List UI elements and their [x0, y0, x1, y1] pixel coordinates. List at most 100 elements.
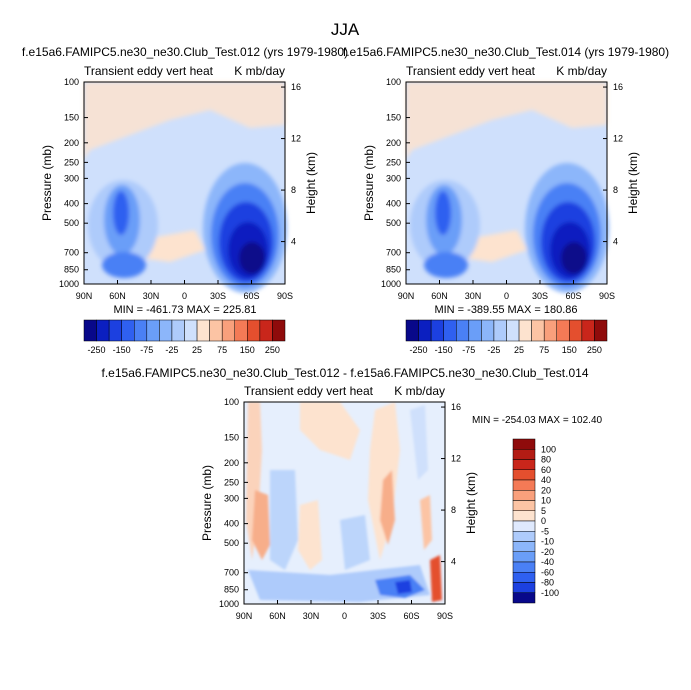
colorbar-label: -80: [541, 578, 554, 588]
minmax-text: MIN = -254.03 MAX = 102.40: [472, 415, 603, 426]
colorbar-swatch: [221, 319, 235, 342]
y-tick-label: 150: [386, 113, 401, 123]
colorbar-swatch: [512, 572, 536, 583]
colorbar-label: 75: [539, 345, 549, 355]
colorbar-swatch: [512, 449, 536, 460]
colorbar-swatch: [209, 319, 223, 342]
y-tick-label: 400: [386, 199, 401, 209]
y-tick-label: 700: [386, 248, 401, 258]
x-tick-label: 30N: [465, 291, 482, 301]
colorbar-swatch: [468, 319, 482, 342]
field-contours: [84, 82, 287, 293]
colorbar-swatch: [512, 541, 536, 552]
colorbar-swatch: [108, 319, 122, 342]
colorbar-label: -60: [541, 567, 554, 577]
colorbar-swatch: [83, 319, 97, 342]
colorbar-swatch: [443, 319, 457, 342]
field-warm-1: [246, 402, 262, 560]
colorbar-swatch: [146, 319, 160, 342]
colorbar-label: 250: [587, 345, 602, 355]
x-tick-label: 60S: [565, 291, 581, 301]
colorbar-swatch: [594, 319, 608, 342]
panel-title: f.e15a6.FAMIPC5.ne30_ne30.Club_Test.012 …: [22, 45, 348, 59]
x-tick-label: 30N: [303, 611, 320, 621]
colorbar-label: -150: [435, 345, 453, 355]
colorbar-swatch: [184, 319, 198, 342]
y-tick-label: 200: [64, 138, 79, 148]
field-warm-strat: [406, 82, 607, 160]
panel-title: f.e15a6.FAMIPC5.ne30_ne30.Club_Test.012 …: [102, 366, 589, 380]
axes-panel-1: 90N 60N 30N 0 30S 60S 90S 100 150 200 250 300 400 500…: [40, 77, 318, 301]
field-warm-5: [380, 470, 395, 545]
y2-tick-label: 16: [451, 402, 461, 412]
y-tick-label: 850: [224, 585, 239, 595]
colorbar-label: -20: [541, 547, 554, 557]
x-tick-label: 30S: [532, 291, 548, 301]
colorbar-panel-2: -250 -150 -75 -25 25 75 150 250: [405, 319, 608, 355]
y-tick-label: 850: [386, 265, 401, 275]
colorbar-swatch: [512, 561, 536, 573]
colorbar-swatch: [259, 319, 273, 342]
y-tick-label: 1000: [381, 279, 401, 289]
x-tick-label: 60N: [109, 291, 126, 301]
y2-tick-label: 12: [613, 134, 623, 144]
panel-left-label: Transient eddy vert heat: [244, 384, 374, 398]
panel-1: f.e15a6.FAMIPC5.ne30_ne30.Club_Test.012 …: [22, 45, 348, 316]
x-tick-label: 60S: [403, 611, 419, 621]
y-tick-label: 400: [64, 199, 79, 209]
colorbar-label: -40: [541, 557, 554, 567]
y-axis-title: Pressure (mb): [40, 145, 54, 221]
page-title: JJA: [331, 20, 360, 39]
colorbar-label: -100: [541, 588, 559, 598]
y-tick-label: 1000: [219, 599, 239, 609]
colorbar-swatch: [512, 490, 536, 501]
x-tick-label: 30S: [370, 611, 386, 621]
x-tick-label: 0: [182, 291, 187, 301]
field-cool-1: [270, 470, 298, 570]
y2-tick-label: 4: [451, 557, 456, 567]
colorbars: -250 -150 -75 -25 25 75 150 250 -250 -150 -75 -25 25…: [83, 319, 608, 604]
y-tick-label: 500: [64, 218, 79, 228]
y-tick-label: 400: [224, 519, 239, 529]
colorbar-swatch: [481, 319, 495, 342]
colorbar-label: 10: [541, 496, 551, 506]
y-tick-label: 100: [64, 77, 79, 87]
y-tick-label: 300: [64, 173, 79, 183]
colorbar-swatch: [512, 582, 536, 593]
y-tick-label: 150: [224, 433, 239, 443]
y-tick-label: 1000: [59, 279, 79, 289]
field-warm-6: [298, 500, 322, 570]
x-tick-label: 90N: [236, 611, 253, 621]
field-cool-6: [410, 405, 428, 480]
y-tick-label: 700: [224, 568, 239, 578]
field-warm-strat: [84, 82, 285, 160]
colorbar-swatch: [512, 469, 536, 481]
colorbar-swatch: [512, 459, 536, 470]
colorbar-label: -250: [88, 345, 106, 355]
colorbar-label: 75: [217, 345, 227, 355]
y-tick-label: 100: [224, 397, 239, 407]
colorbar-swatch: [512, 551, 536, 563]
axes-panel-2: 90N 60N 30N 0 30S 60S 90S 100 150 200 250 300 400 500…: [362, 77, 640, 301]
field-nh-4: [424, 252, 468, 278]
heatmap-field: [83, 81, 287, 293]
colorbar-label: -250: [410, 345, 428, 355]
field-cool-2: [340, 515, 370, 570]
x-tick-label: 90S: [277, 291, 293, 301]
colorbar-swatch: [405, 319, 419, 342]
colorbar-label: -150: [113, 345, 131, 355]
y2-axis-title: Height (km): [464, 472, 478, 534]
panel-right-label: K mb/day: [556, 64, 607, 78]
y2-tick-label: 16: [291, 82, 301, 92]
colorbar-swatch: [512, 438, 536, 450]
colorbar-swatch: [512, 500, 536, 511]
panel-left-label: Transient eddy vert heat: [84, 64, 214, 78]
field-warm-8: [420, 495, 432, 550]
colorbar-label: 25: [192, 345, 202, 355]
y-tick-label: 200: [386, 138, 401, 148]
colorbar-swatch: [418, 319, 432, 342]
axes-layer: 90N 60N 30N 0 30S 60S 90S 100 150 200 250 300 400 500…: [40, 77, 640, 621]
panel-title: f.e15a6.FAMIPC5.ne30_ne30.Club_Test.014 …: [343, 45, 669, 59]
panel-right-label: K mb/day: [234, 64, 285, 78]
